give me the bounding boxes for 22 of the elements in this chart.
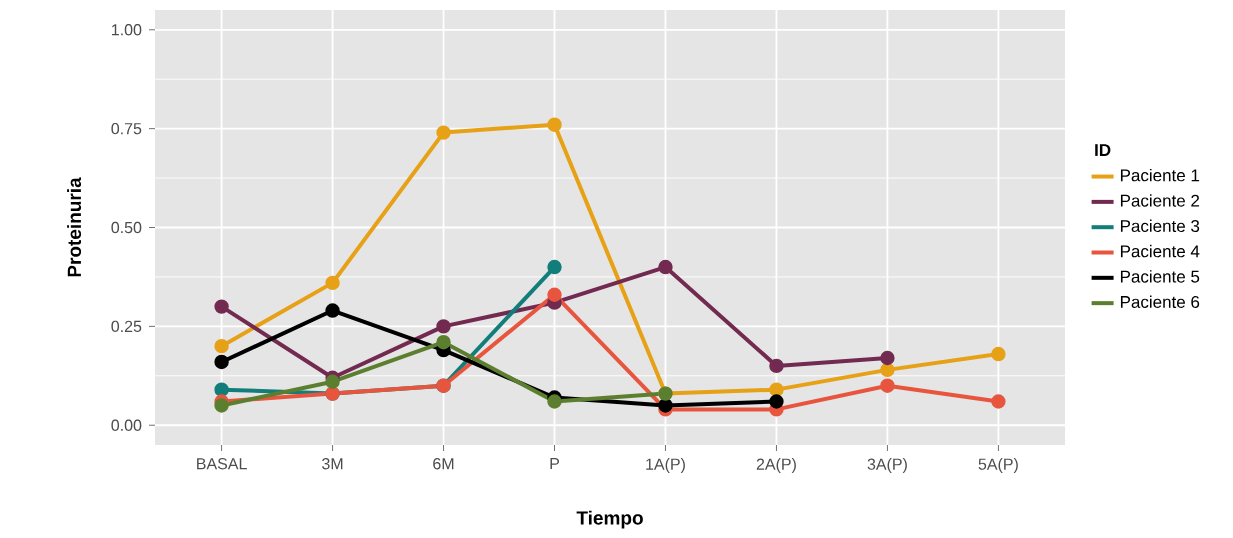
legend-title: ID xyxy=(1095,144,1111,156)
y-tick-label: 0.00 xyxy=(111,419,142,431)
y-tick-label: 0.50 xyxy=(111,221,142,234)
x-tick-label: 5A(P) xyxy=(978,458,1018,473)
x-tick-label: P xyxy=(550,458,559,470)
y-tick-label: 0.75 xyxy=(111,122,142,135)
x-tick-label: 1A(P) xyxy=(646,458,685,473)
legend-label: Paciente 6 xyxy=(1120,295,1200,308)
legend-label: Paciente 2 xyxy=(1120,194,1200,207)
x-tick-label: 3A(P) xyxy=(867,458,907,473)
x-tick-label: BASAL xyxy=(197,458,247,470)
x-tick-label: 6M xyxy=(433,458,454,470)
y-tick-label: 0.25 xyxy=(111,320,142,333)
legend-label: Paciente 1 xyxy=(1120,168,1200,182)
x-tick-label: 3M xyxy=(322,458,343,470)
legend-label: Paciente 5 xyxy=(1120,270,1200,283)
x-tick-label: 2A(P) xyxy=(756,458,796,473)
y-tick-label: 1.00 xyxy=(112,24,142,36)
y-axis-title: Proteinuria xyxy=(67,177,82,277)
x-axis-title: Tiempo xyxy=(576,510,643,529)
legend-label: Paciente 4 xyxy=(1120,244,1200,258)
legend-label: Paciente 3 xyxy=(1120,219,1200,233)
